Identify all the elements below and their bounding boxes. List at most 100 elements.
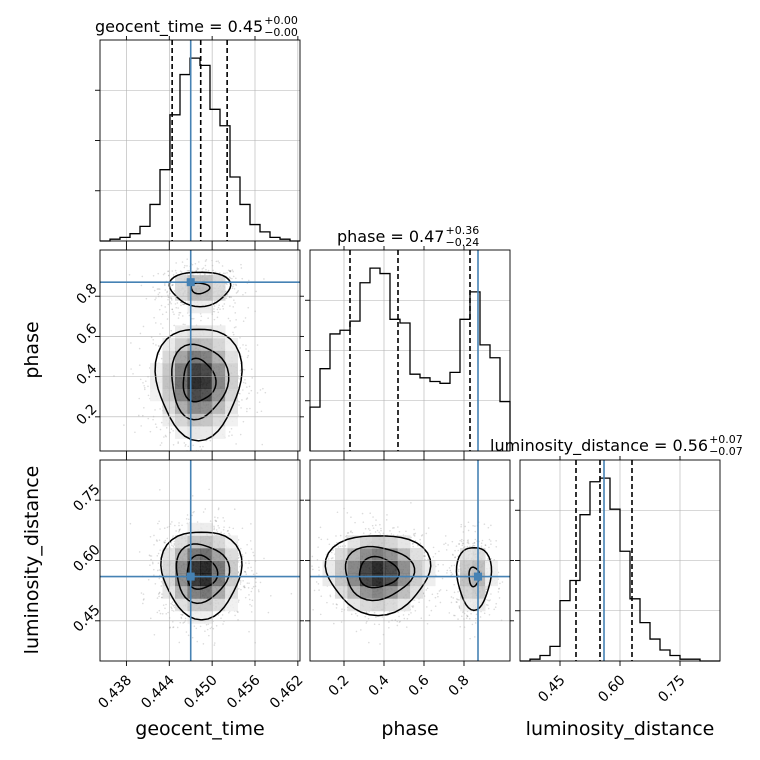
sample-point xyxy=(239,392,241,395)
sample-point xyxy=(159,549,162,551)
sample-point xyxy=(250,590,253,593)
density-cell xyxy=(212,535,226,549)
sample-point xyxy=(180,613,182,616)
sample-point xyxy=(161,596,163,599)
density-cell xyxy=(200,522,213,536)
density-cell xyxy=(175,400,188,414)
sample-point xyxy=(315,581,318,583)
sample-point xyxy=(381,616,384,618)
density-cell xyxy=(200,388,213,402)
sample-point xyxy=(171,603,174,606)
sample-point xyxy=(329,594,331,597)
sample-point xyxy=(207,317,209,319)
sample-point xyxy=(158,291,161,294)
density-cell xyxy=(212,363,226,377)
sample-point xyxy=(163,541,166,544)
sample-point xyxy=(419,542,422,545)
sample-point xyxy=(241,527,244,530)
sample-point xyxy=(222,623,224,625)
sample-point xyxy=(153,543,155,546)
sample-point xyxy=(246,397,249,399)
sample-point xyxy=(235,277,237,280)
sample-point xyxy=(426,622,429,625)
sample-point xyxy=(188,270,191,272)
sample-point xyxy=(229,270,232,273)
contour-line xyxy=(186,554,219,590)
sample-point xyxy=(158,577,161,580)
sample-point xyxy=(364,527,367,530)
sample-point xyxy=(237,618,239,621)
sample-point xyxy=(223,533,225,535)
sample-point xyxy=(313,589,316,592)
sample-point xyxy=(226,272,228,274)
sample-point xyxy=(234,312,237,314)
sample-point xyxy=(158,308,161,311)
sample-point xyxy=(138,364,141,366)
sample-point xyxy=(229,277,232,280)
sample-point xyxy=(196,521,199,523)
sample-point xyxy=(170,297,173,300)
sample-point xyxy=(139,332,142,335)
sample-point xyxy=(239,370,242,372)
sample-point xyxy=(270,595,272,597)
sample-point xyxy=(332,603,334,605)
sample-point xyxy=(391,527,394,529)
sample-point xyxy=(250,389,253,392)
sample-point xyxy=(242,389,244,391)
sample-point xyxy=(250,566,252,569)
sample-point xyxy=(164,306,166,308)
sample-point xyxy=(200,319,202,322)
sample-point xyxy=(215,260,218,263)
sample-point xyxy=(236,291,239,293)
sample-point xyxy=(166,318,169,320)
sample-point xyxy=(178,314,180,316)
sample-point xyxy=(209,439,212,442)
sample-point xyxy=(143,386,146,389)
sample-point xyxy=(164,541,166,544)
sample-point xyxy=(195,627,198,630)
sample-point xyxy=(172,311,174,313)
sample-point xyxy=(165,427,168,429)
sample-point xyxy=(180,616,182,619)
marginal-phase xyxy=(305,246,511,456)
sample-point xyxy=(178,311,181,314)
sample-point xyxy=(173,606,176,609)
sample-point xyxy=(149,555,152,557)
sample-point xyxy=(255,290,257,293)
sample-point xyxy=(246,543,248,546)
sample-point xyxy=(202,445,204,448)
sample-point xyxy=(233,287,236,290)
sample-point xyxy=(258,401,261,403)
sample-point xyxy=(213,273,216,276)
sample-point xyxy=(153,289,156,292)
sample-point xyxy=(245,348,247,350)
sample-point xyxy=(240,547,242,550)
sample-point xyxy=(156,555,159,557)
sample-point xyxy=(228,532,230,535)
sample-point xyxy=(177,317,180,319)
sample-point xyxy=(235,283,237,286)
sample-point xyxy=(187,270,190,272)
sample-point xyxy=(158,595,160,598)
sample-point xyxy=(169,626,172,629)
sample-point xyxy=(414,532,417,535)
sample-point xyxy=(169,301,172,303)
sample-point xyxy=(249,603,251,606)
sample-point xyxy=(200,448,203,451)
sample-point xyxy=(327,558,330,560)
sample-point xyxy=(432,546,435,549)
sample-point xyxy=(172,545,175,548)
sample-point xyxy=(394,619,397,621)
sample-point xyxy=(152,418,154,421)
density-cell xyxy=(150,363,163,377)
sample-point xyxy=(225,297,228,299)
sample-point xyxy=(209,457,211,459)
sample-point xyxy=(242,585,245,588)
sample-point xyxy=(246,407,248,410)
sample-point xyxy=(205,623,208,626)
density-cell xyxy=(175,598,188,612)
sample-point xyxy=(212,269,215,272)
sample-point xyxy=(161,313,164,316)
density-cell xyxy=(200,337,213,351)
sample-point xyxy=(130,342,132,344)
